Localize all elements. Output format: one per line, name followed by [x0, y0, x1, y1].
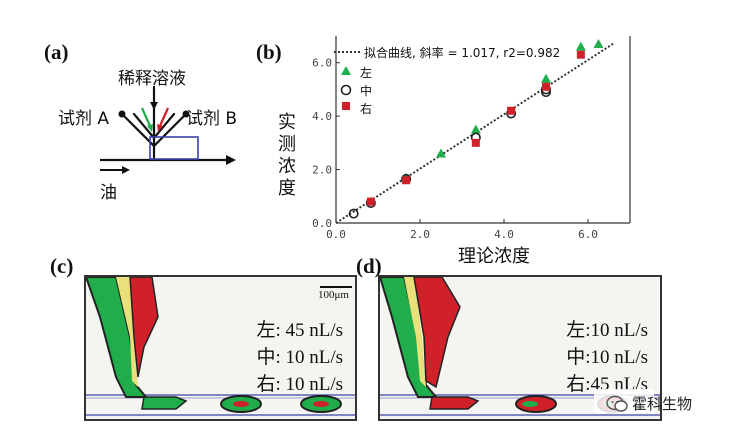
- micrograph-d: 左:10 nL/s 中:10 nL/s 右:45 nL/s: [378, 275, 662, 421]
- micrograph-c-image: [86, 277, 355, 419]
- scatter-chart: 0.0 2.0 4.0 6.0 0.0 2.0 4.0 6.0 拟合曲线, 斜率 = 1.01…: [312, 36, 631, 241]
- legend-fit-label: 拟合曲线, 斜率 = 1.017, r2=0.982: [364, 45, 560, 60]
- flow-rates-c: 左: 45 nL/s 中: 10 nL/s 右: 10 nL/s: [256, 317, 343, 398]
- data-point-triangle: [470, 124, 481, 134]
- x-tick-label: 4.0: [494, 228, 514, 241]
- x-tick-label: 6.0: [578, 228, 598, 241]
- data-point-square: [542, 82, 550, 91]
- y-tick-label: 0.0: [312, 217, 332, 230]
- watermark: 霍科生物: [606, 393, 692, 414]
- flow-rate-c-middle: 中: 10 nL/s: [256, 347, 343, 368]
- micrograph-c: 100μm 左: 45 nL/s 中: 10 nL/s 右: 10 nL/s: [84, 275, 357, 421]
- flow-rate-c-left: 左: 45 nL/s: [256, 320, 343, 341]
- panel-c-label: (c): [50, 254, 74, 278]
- oil-channel-arrow-head: [226, 155, 236, 165]
- panel-b-label: (b): [256, 40, 282, 64]
- y-tick-label: 2.0: [312, 164, 332, 177]
- data-point-square: [576, 50, 585, 59]
- flow-rate-d-left: 左:10 nL/s: [566, 320, 648, 341]
- reagent-a-label: 试剂 A: [58, 109, 110, 129]
- scale-bar-label: 100μm: [318, 289, 349, 301]
- chart-axes: 0.0 2.0 4.0 6.0 0.0 2.0 4.0 6.0: [312, 36, 630, 241]
- wechat-icon: [606, 395, 628, 412]
- legend: 拟合曲线, 斜率 = 1.017, r2=0.982 左 中 右: [334, 45, 560, 116]
- data-point-square: [471, 138, 480, 147]
- data-point-square: [366, 197, 375, 206]
- reagent-a-arrow: [140, 107, 152, 127]
- data-point-square: [402, 176, 411, 185]
- data-point-triangle: [593, 39, 604, 49]
- legend-triangle-icon: [341, 66, 351, 75]
- data-point-triangle: [575, 41, 586, 51]
- y-axis-title: 实测浓度: [278, 112, 296, 199]
- x-tick-label: 2.0: [410, 228, 430, 241]
- reagent-a-arrow-head: [147, 124, 153, 132]
- panel-a-label: (a): [44, 40, 69, 64]
- data-points: [348, 39, 604, 219]
- oil-label: 油: [100, 183, 117, 203]
- legend-circle-icon: [340, 84, 352, 96]
- junction-box: [149, 136, 199, 160]
- watermark-text: 霍科生物: [632, 395, 693, 413]
- data-point-circle: [348, 208, 359, 219]
- x-axis-title: 理论浓度: [458, 246, 530, 267]
- reagent-b-arrow-head: [157, 124, 163, 132]
- y-tick-label: 4.0: [312, 110, 332, 123]
- data-point-triangle: [436, 148, 446, 158]
- legend-label-middle: 中: [360, 83, 372, 98]
- chip-schematic: [100, 86, 236, 174]
- y-tick-label: 6.0: [312, 57, 332, 70]
- reagent-b-label: 试剂 B: [186, 109, 238, 129]
- flow-rate-d-middle: 中:10 nL/s: [566, 347, 648, 368]
- data-point-square: [507, 106, 516, 115]
- reagent-b-port: [182, 110, 190, 118]
- flow-rate-c-right: 右: 10 nL/s: [256, 374, 343, 395]
- legend-square-icon: [342, 102, 350, 110]
- dilution-arrow-head: [150, 102, 158, 110]
- data-point-triangle: [541, 73, 551, 83]
- dilution-label: 稀释溶液: [118, 69, 186, 89]
- flow-rates-d: 左:10 nL/s 中:10 nL/s 右:45 nL/s: [566, 317, 648, 398]
- oil-arrow-head: [122, 166, 130, 174]
- panel-d-label: (d): [356, 254, 382, 278]
- legend-label-right: 右: [360, 101, 372, 116]
- x-tick-label: 0.0: [326, 228, 346, 241]
- legend-label-left: 左: [360, 65, 372, 80]
- reagent-b-arrow: [158, 107, 170, 127]
- reagent-a-port: [118, 110, 126, 118]
